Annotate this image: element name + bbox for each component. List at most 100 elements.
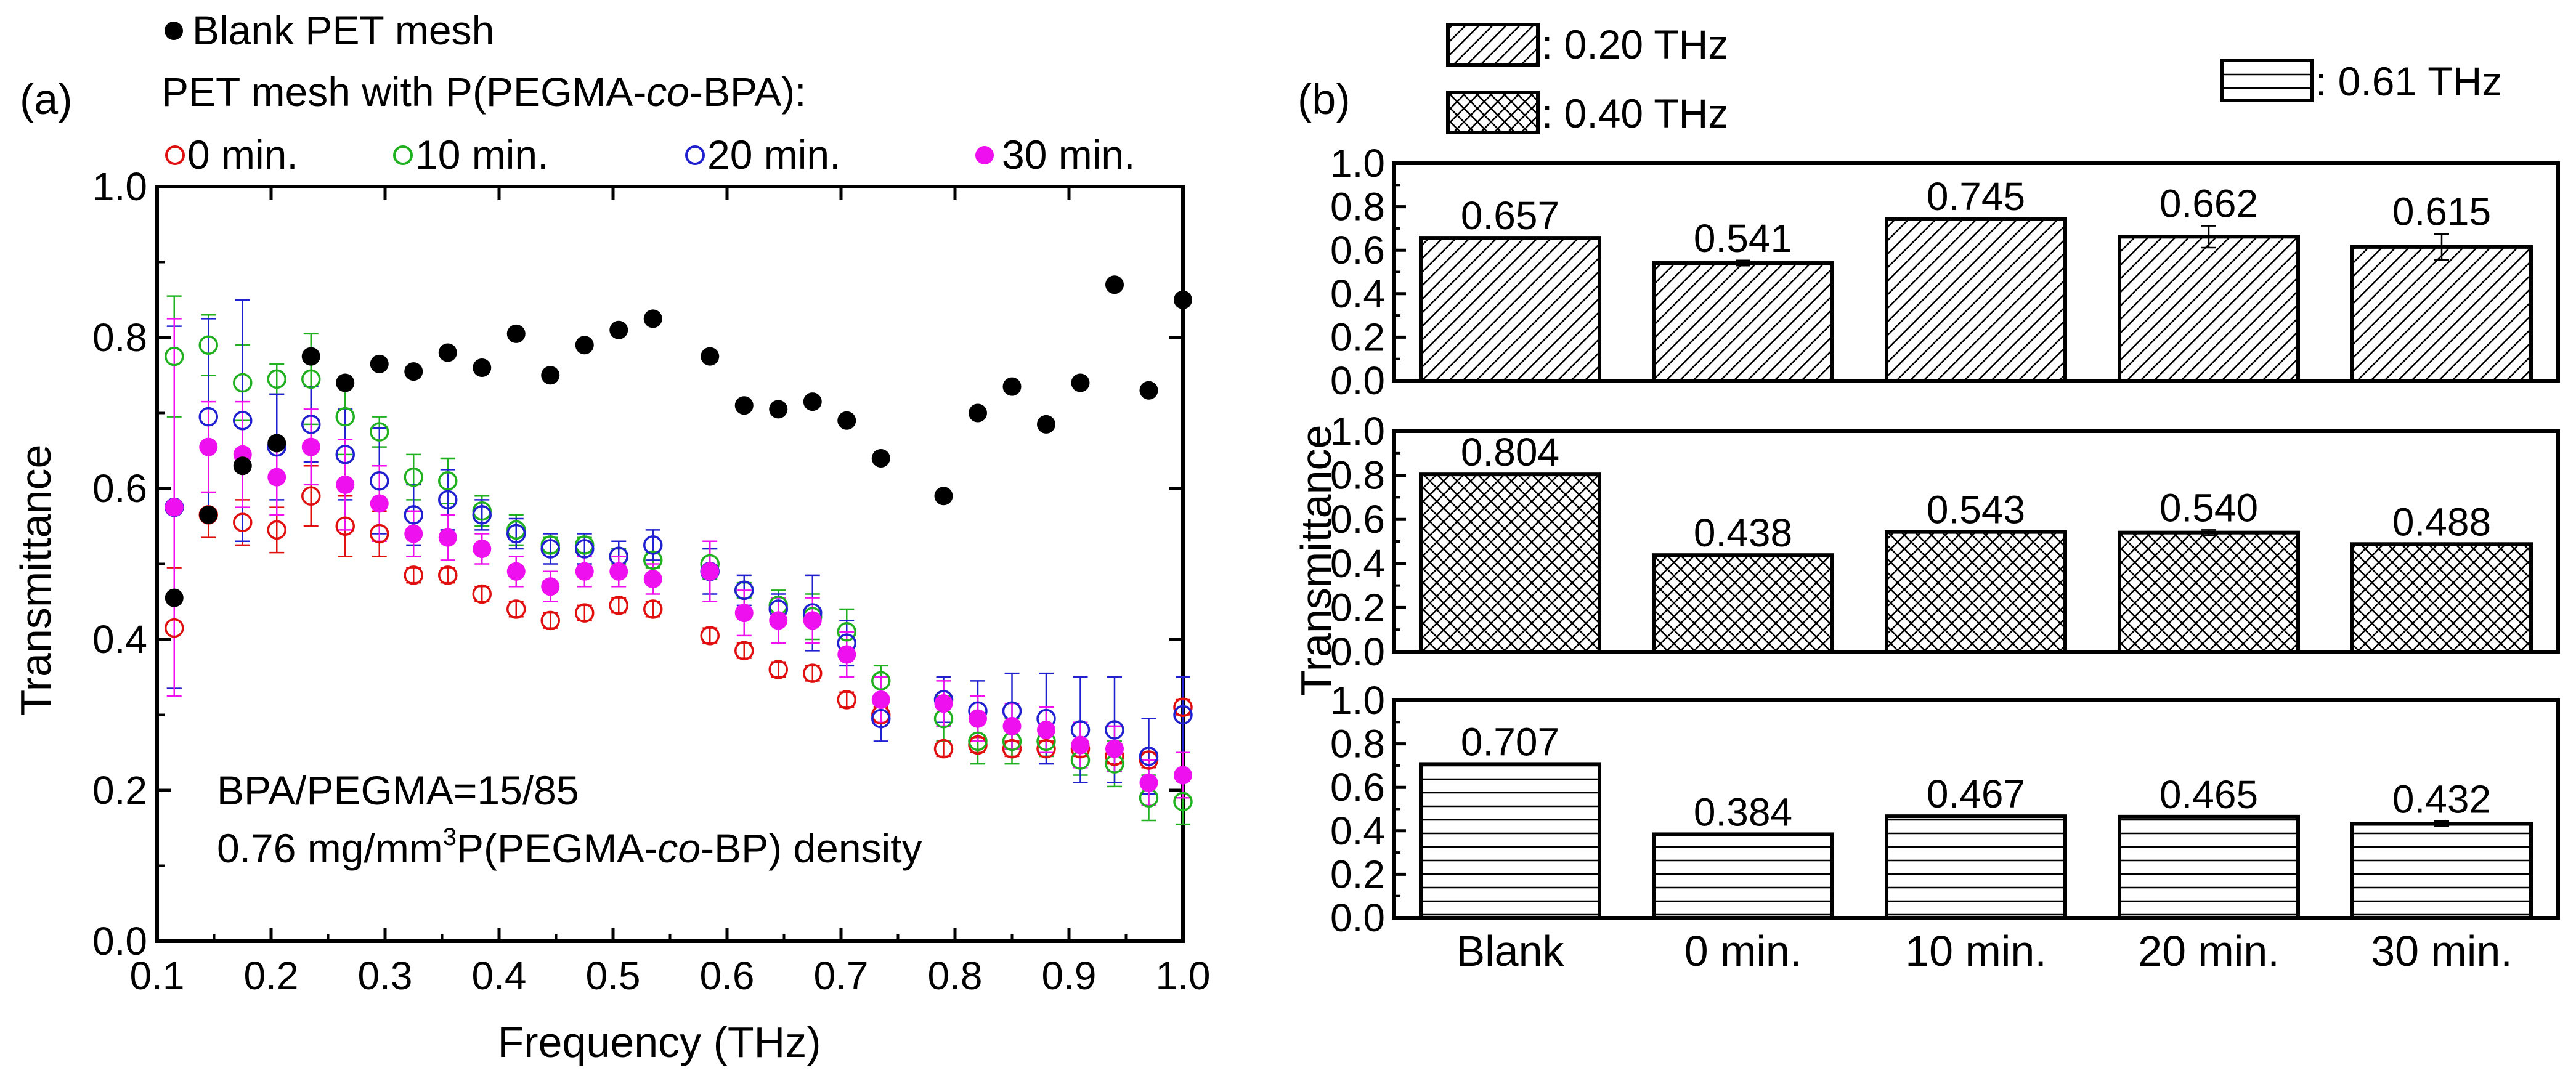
data-point-10-min — [404, 467, 423, 487]
x-tick-label: 0.1 — [130, 953, 185, 998]
data-point-blank-pet-mesh — [165, 588, 184, 607]
x-tick-label: 0.3 — [358, 953, 413, 998]
y-tick-label: 0.6 — [92, 466, 147, 511]
data-point-20-min — [1139, 747, 1159, 766]
data-point-20-min — [438, 490, 458, 510]
y-tick-label-b: 0.6 — [1330, 497, 1385, 541]
legend-0min-label: 0 min. — [187, 132, 298, 177]
legend-swatch-020 — [1446, 23, 1540, 67]
data-point-blank-pet-mesh — [541, 366, 560, 385]
data-point-20-min — [404, 505, 423, 525]
legend-b: : 0.20 THz : 0.40 THz : 0.61 THz — [1446, 22, 2502, 136]
data-point-0-min — [1036, 739, 1056, 759]
y-tick-label-b: 0.0 — [1330, 896, 1385, 940]
data-point-10-min — [233, 373, 253, 393]
data-point-30-min — [1105, 739, 1124, 758]
bar-020-3 — [2118, 235, 2300, 383]
data-point-blank-pet-mesh — [1174, 290, 1192, 309]
data-point-blank-pet-mesh — [438, 343, 457, 362]
bar-value-label: 0.465 — [2160, 772, 2258, 817]
data-point-blank-pet-mesh — [1139, 381, 1158, 400]
data-point-blank-pet-mesh — [575, 336, 594, 355]
data-point-0-min — [609, 596, 628, 615]
y-tick-label-b: 0.8 — [1330, 453, 1385, 498]
data-point-blank-pet-mesh — [934, 487, 953, 506]
legend-a: Blank PET mesh PET mesh with P(PEGMA-co-… — [161, 7, 1135, 177]
data-point-0-min — [472, 584, 492, 604]
bar-040-2 — [1885, 530, 2067, 654]
bar-value-label: 0.432 — [2392, 777, 2491, 821]
data-point-blank-pet-mesh — [969, 403, 987, 423]
bar-040-0 — [1419, 472, 1601, 654]
data-point-30-min — [643, 570, 662, 588]
data-point-30-min — [370, 494, 389, 513]
data-point-10-min — [370, 422, 389, 442]
legend-swatch-061 — [2220, 59, 2314, 102]
data-point-10-min — [301, 369, 321, 389]
data-point-0-min — [233, 512, 253, 532]
data-point-10-min — [198, 335, 218, 355]
data-point-20-min — [575, 539, 595, 559]
x-tick-label: 0.7 — [814, 953, 869, 998]
data-point-0-min — [575, 603, 595, 623]
bar-value-label: 0.384 — [1694, 790, 1792, 834]
data-point-30-min — [506, 562, 526, 581]
data-point-0-min — [837, 690, 856, 710]
bar-020-2 — [1885, 217, 2067, 383]
data-point-blank-pet-mesh — [404, 362, 423, 381]
data-point-0-min — [438, 565, 458, 585]
bar-020-4 — [2350, 245, 2533, 383]
y-tick-label-b: 0.6 — [1330, 228, 1385, 272]
y-axis-label-a: Transmittance — [12, 445, 60, 716]
data-point-30-min — [575, 562, 594, 581]
data-point-30-min — [541, 577, 560, 596]
legend-30min-marker — [975, 146, 994, 164]
data-point-30-min — [769, 611, 788, 630]
data-point-30-min — [165, 498, 184, 517]
data-point-30-min — [1174, 766, 1192, 785]
category-label: Blank — [1456, 927, 1564, 975]
data-point-10-min — [837, 622, 856, 642]
legend-group-title: PET mesh with P(PEGMA-co-BPA): — [161, 69, 806, 115]
data-point-blank-pet-mesh — [871, 449, 890, 468]
category-label: 10 min. — [1905, 927, 2047, 975]
data-point-0-min — [301, 486, 321, 506]
data-point-blank-pet-mesh — [199, 505, 218, 524]
data-point-30-min — [609, 562, 628, 581]
category-label: 20 min. — [2138, 927, 2280, 975]
bar-value-label: 0.657 — [1461, 193, 1559, 238]
data-point-30-min — [969, 709, 987, 728]
data-point-30-min — [803, 611, 822, 630]
annotation-density: 0.76 mg/mm3P(PEGMA-co-BP) density — [217, 824, 922, 871]
data-point-30-min — [473, 540, 492, 558]
data-point-blank-pet-mesh — [1037, 415, 1055, 434]
x-tick-label: 0.6 — [700, 953, 755, 998]
y-tick-label: 0.0 — [92, 919, 147, 963]
y-tick-label-b: 0.4 — [1330, 541, 1385, 586]
data-point-30-min — [267, 468, 286, 487]
y-tick-label-b: 0.2 — [1330, 585, 1385, 630]
data-point-blank-pet-mesh — [643, 309, 662, 328]
data-point-30-min — [404, 524, 423, 543]
y-tick-label: 0.2 — [92, 768, 147, 812]
x-tick-label: 0.4 — [472, 953, 527, 998]
data-point-30-min — [701, 562, 720, 581]
data-point-0-min — [768, 660, 788, 679]
data-point-20-min — [506, 524, 526, 544]
data-point-0-min — [540, 610, 560, 631]
data-point-20-min — [871, 708, 891, 729]
data-point-10-min — [643, 550, 663, 570]
annotation-density-pre: 0.76 mg/mm — [217, 825, 443, 871]
legend-20min-label: 20 min. — [707, 132, 840, 177]
data-point-10-min — [165, 346, 184, 366]
y-tick-label-b: 1.0 — [1330, 678, 1385, 723]
data-point-10-min — [335, 407, 355, 427]
bar-020-1 — [1652, 261, 1834, 383]
data-point-30-min — [1002, 716, 1022, 735]
annotation-density-co: co — [657, 825, 701, 871]
data-point-30-min — [1139, 773, 1158, 792]
bar-value-label: 0.543 — [1927, 488, 2025, 532]
panel-a-label: (a) — [20, 75, 73, 123]
legend-blank-marker — [165, 22, 183, 40]
